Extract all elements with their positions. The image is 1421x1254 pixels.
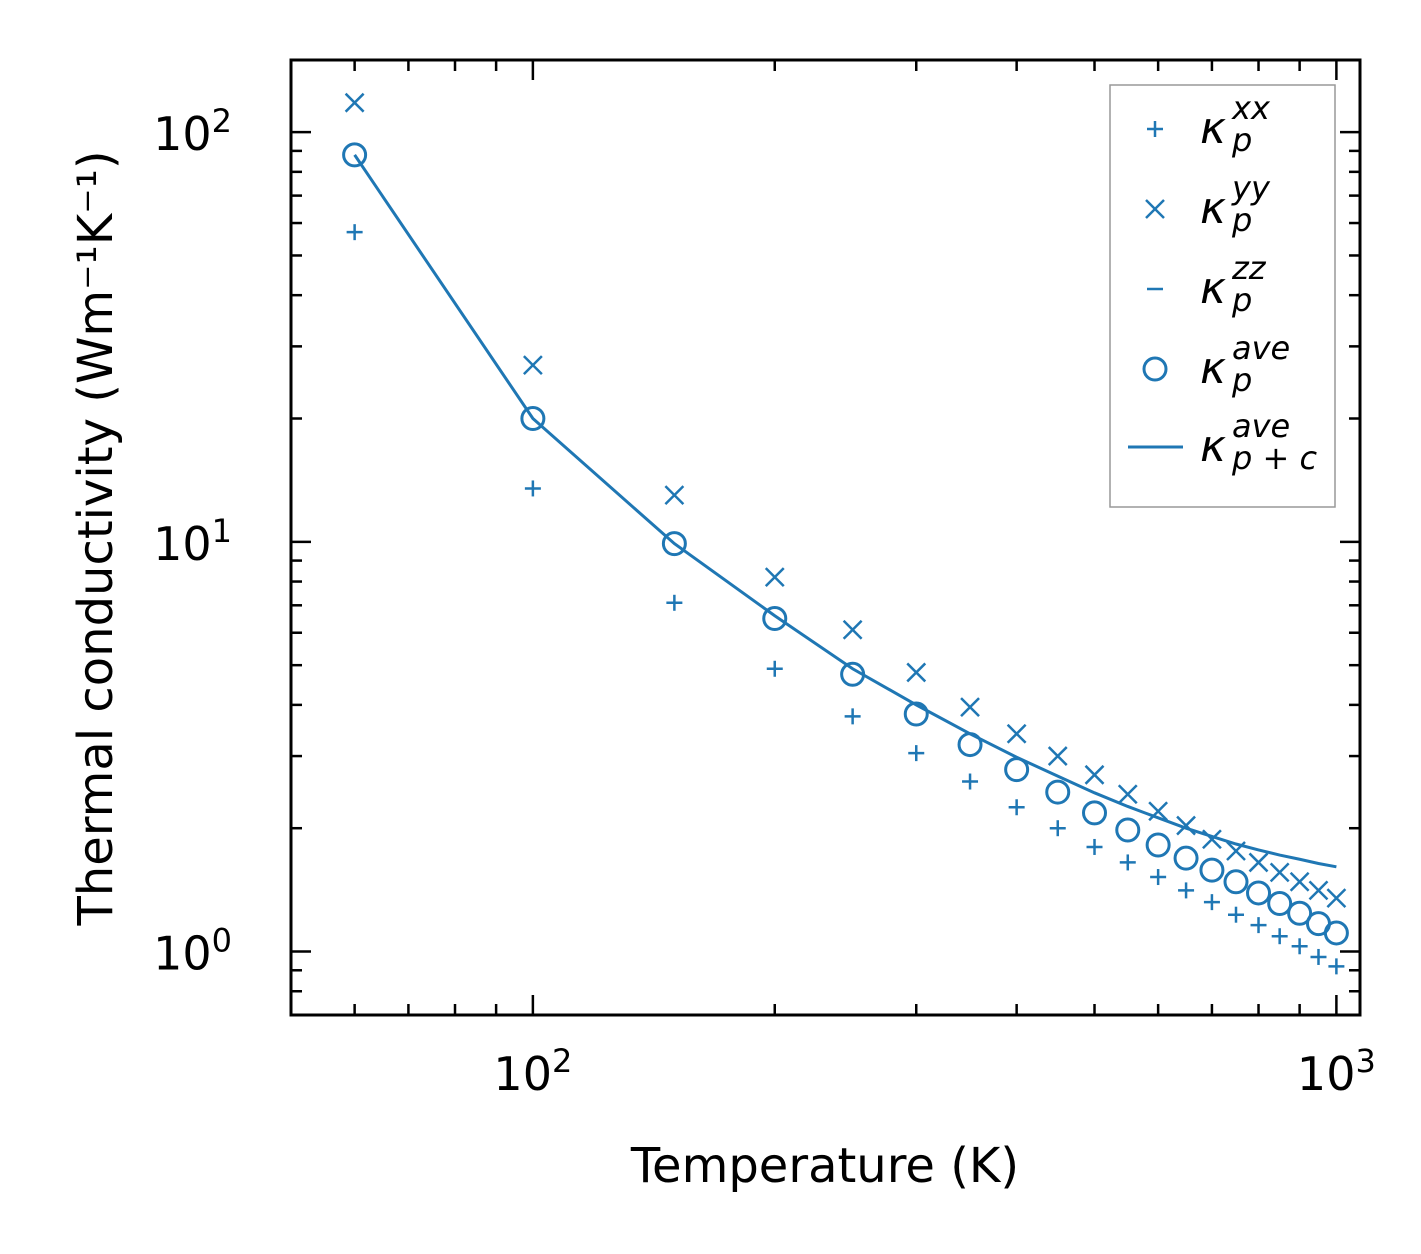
data-point-circle (903, 701, 929, 727)
x-stroke-b (1269, 862, 1290, 883)
data-point-plus (766, 660, 783, 677)
x-stroke-b (764, 567, 785, 588)
x-stroke-b (1289, 871, 1310, 892)
x-stroke-b (1202, 829, 1222, 850)
legend-entry-label: κ pave (1200, 329, 1290, 399)
x-stroke-b (344, 92, 365, 113)
x-axis-title: Temperature (K) (630, 1138, 1019, 1194)
data-point-plus (524, 480, 541, 497)
data-point-circle (1045, 779, 1071, 805)
data-point-circle (1082, 800, 1108, 826)
legend: κ pxx κ pyy κ pzz κ pave κ p + cave (1109, 84, 1336, 508)
x-tick-label: 102 (493, 1042, 572, 1101)
data-point-x (1047, 746, 1068, 766)
data-point-x (842, 619, 863, 640)
x-stroke-b (664, 485, 685, 506)
data-point-x (906, 662, 927, 683)
legend-frame (1109, 84, 1336, 508)
x-stroke-b (1084, 764, 1105, 785)
data-point-plus (1119, 854, 1136, 871)
x-stroke-b (842, 619, 863, 640)
data-point-plus (1310, 948, 1327, 965)
data-point-circle (1115, 817, 1141, 843)
data-point-circle (342, 142, 368, 168)
data-point-circle (1199, 857, 1225, 883)
data-point-plus (844, 708, 861, 725)
data-point-plus (1228, 906, 1245, 923)
data-point-plus (1271, 928, 1288, 945)
x-stroke-b (522, 355, 543, 375)
y-tick-label: 102 (153, 102, 232, 161)
tick-labels: 102 103 100 101 102 (153, 102, 1376, 1101)
legend-entry-label: κ pzz (1200, 249, 1267, 319)
data-point-circle (1287, 900, 1313, 926)
data-point-plus (1086, 838, 1103, 855)
data-point-plus (1291, 938, 1308, 955)
x-stroke-b (1145, 199, 1165, 219)
major-ticks (291, 60, 1360, 1015)
data-point-plus (1049, 820, 1066, 837)
y-tick-label: 100 (153, 922, 232, 981)
data-point-circle (661, 531, 687, 557)
data-point-x (960, 697, 980, 717)
x-stroke-b (1326, 888, 1347, 909)
x-stroke-b (1047, 746, 1068, 766)
x-stroke-b (1248, 852, 1269, 873)
data-point-plus (1150, 869, 1167, 886)
data-point-x (1084, 764, 1105, 785)
data-point-circle (1246, 880, 1272, 906)
data-point-x (1117, 784, 1138, 805)
x-stroke-b (960, 697, 980, 717)
data-point-circle (1323, 920, 1349, 946)
series-layer (342, 92, 1349, 975)
data-point-plus (666, 594, 683, 611)
data-point-circle (1267, 890, 1293, 916)
data-point-plus (1178, 882, 1195, 899)
legend-marker-circle (1142, 356, 1168, 382)
x-stroke-b (1308, 880, 1329, 901)
minor-ticks (289, 60, 1360, 1017)
y-tick-label: 101 (153, 512, 232, 571)
data-point-x (1289, 871, 1310, 892)
data-point-x (1308, 880, 1329, 901)
legend-entry-label: κ pxx (1200, 89, 1271, 159)
data-point-x (1148, 801, 1169, 822)
legend-marker-plus (1147, 121, 1163, 137)
data-point-plus (1203, 894, 1220, 911)
data-point-plus (346, 224, 363, 241)
data-point-circle (1173, 845, 1199, 871)
x-stroke-b (906, 662, 927, 683)
data-point-circle (1223, 869, 1249, 895)
data-point-circle (520, 406, 546, 432)
x-stroke-b (1148, 801, 1169, 822)
legend-entry-label: κ pyy (1200, 169, 1271, 239)
data-point-x (344, 92, 365, 113)
data-point-plus (908, 745, 925, 762)
data-point-x (1326, 888, 1347, 909)
data-point-circle (1145, 832, 1171, 858)
data-point-x (522, 355, 543, 375)
data-point-plus (1328, 958, 1345, 975)
x-tick-label: 103 (1297, 1042, 1376, 1101)
x-stroke-b (1117, 784, 1138, 805)
data-point-x (664, 485, 685, 506)
data-point-x (1248, 852, 1269, 873)
data-point-circle (762, 605, 788, 631)
data-point-x (1006, 723, 1027, 744)
data-point-plus (962, 773, 979, 790)
y-axis-title: Thermal conductivity (Wm⁻¹K⁻¹) (68, 150, 124, 926)
plot-frame (289, 58, 1362, 1017)
data-point-x (764, 567, 785, 588)
legend-marker-x (1145, 199, 1165, 219)
x-stroke-b (1006, 723, 1027, 744)
series-line-kappa-p-plus-c-ave (353, 154, 1337, 869)
x-stroke-b (1176, 815, 1196, 836)
data-point-plus (1008, 799, 1025, 816)
data-point-x (1269, 862, 1290, 883)
data-point-plus (1250, 917, 1267, 934)
